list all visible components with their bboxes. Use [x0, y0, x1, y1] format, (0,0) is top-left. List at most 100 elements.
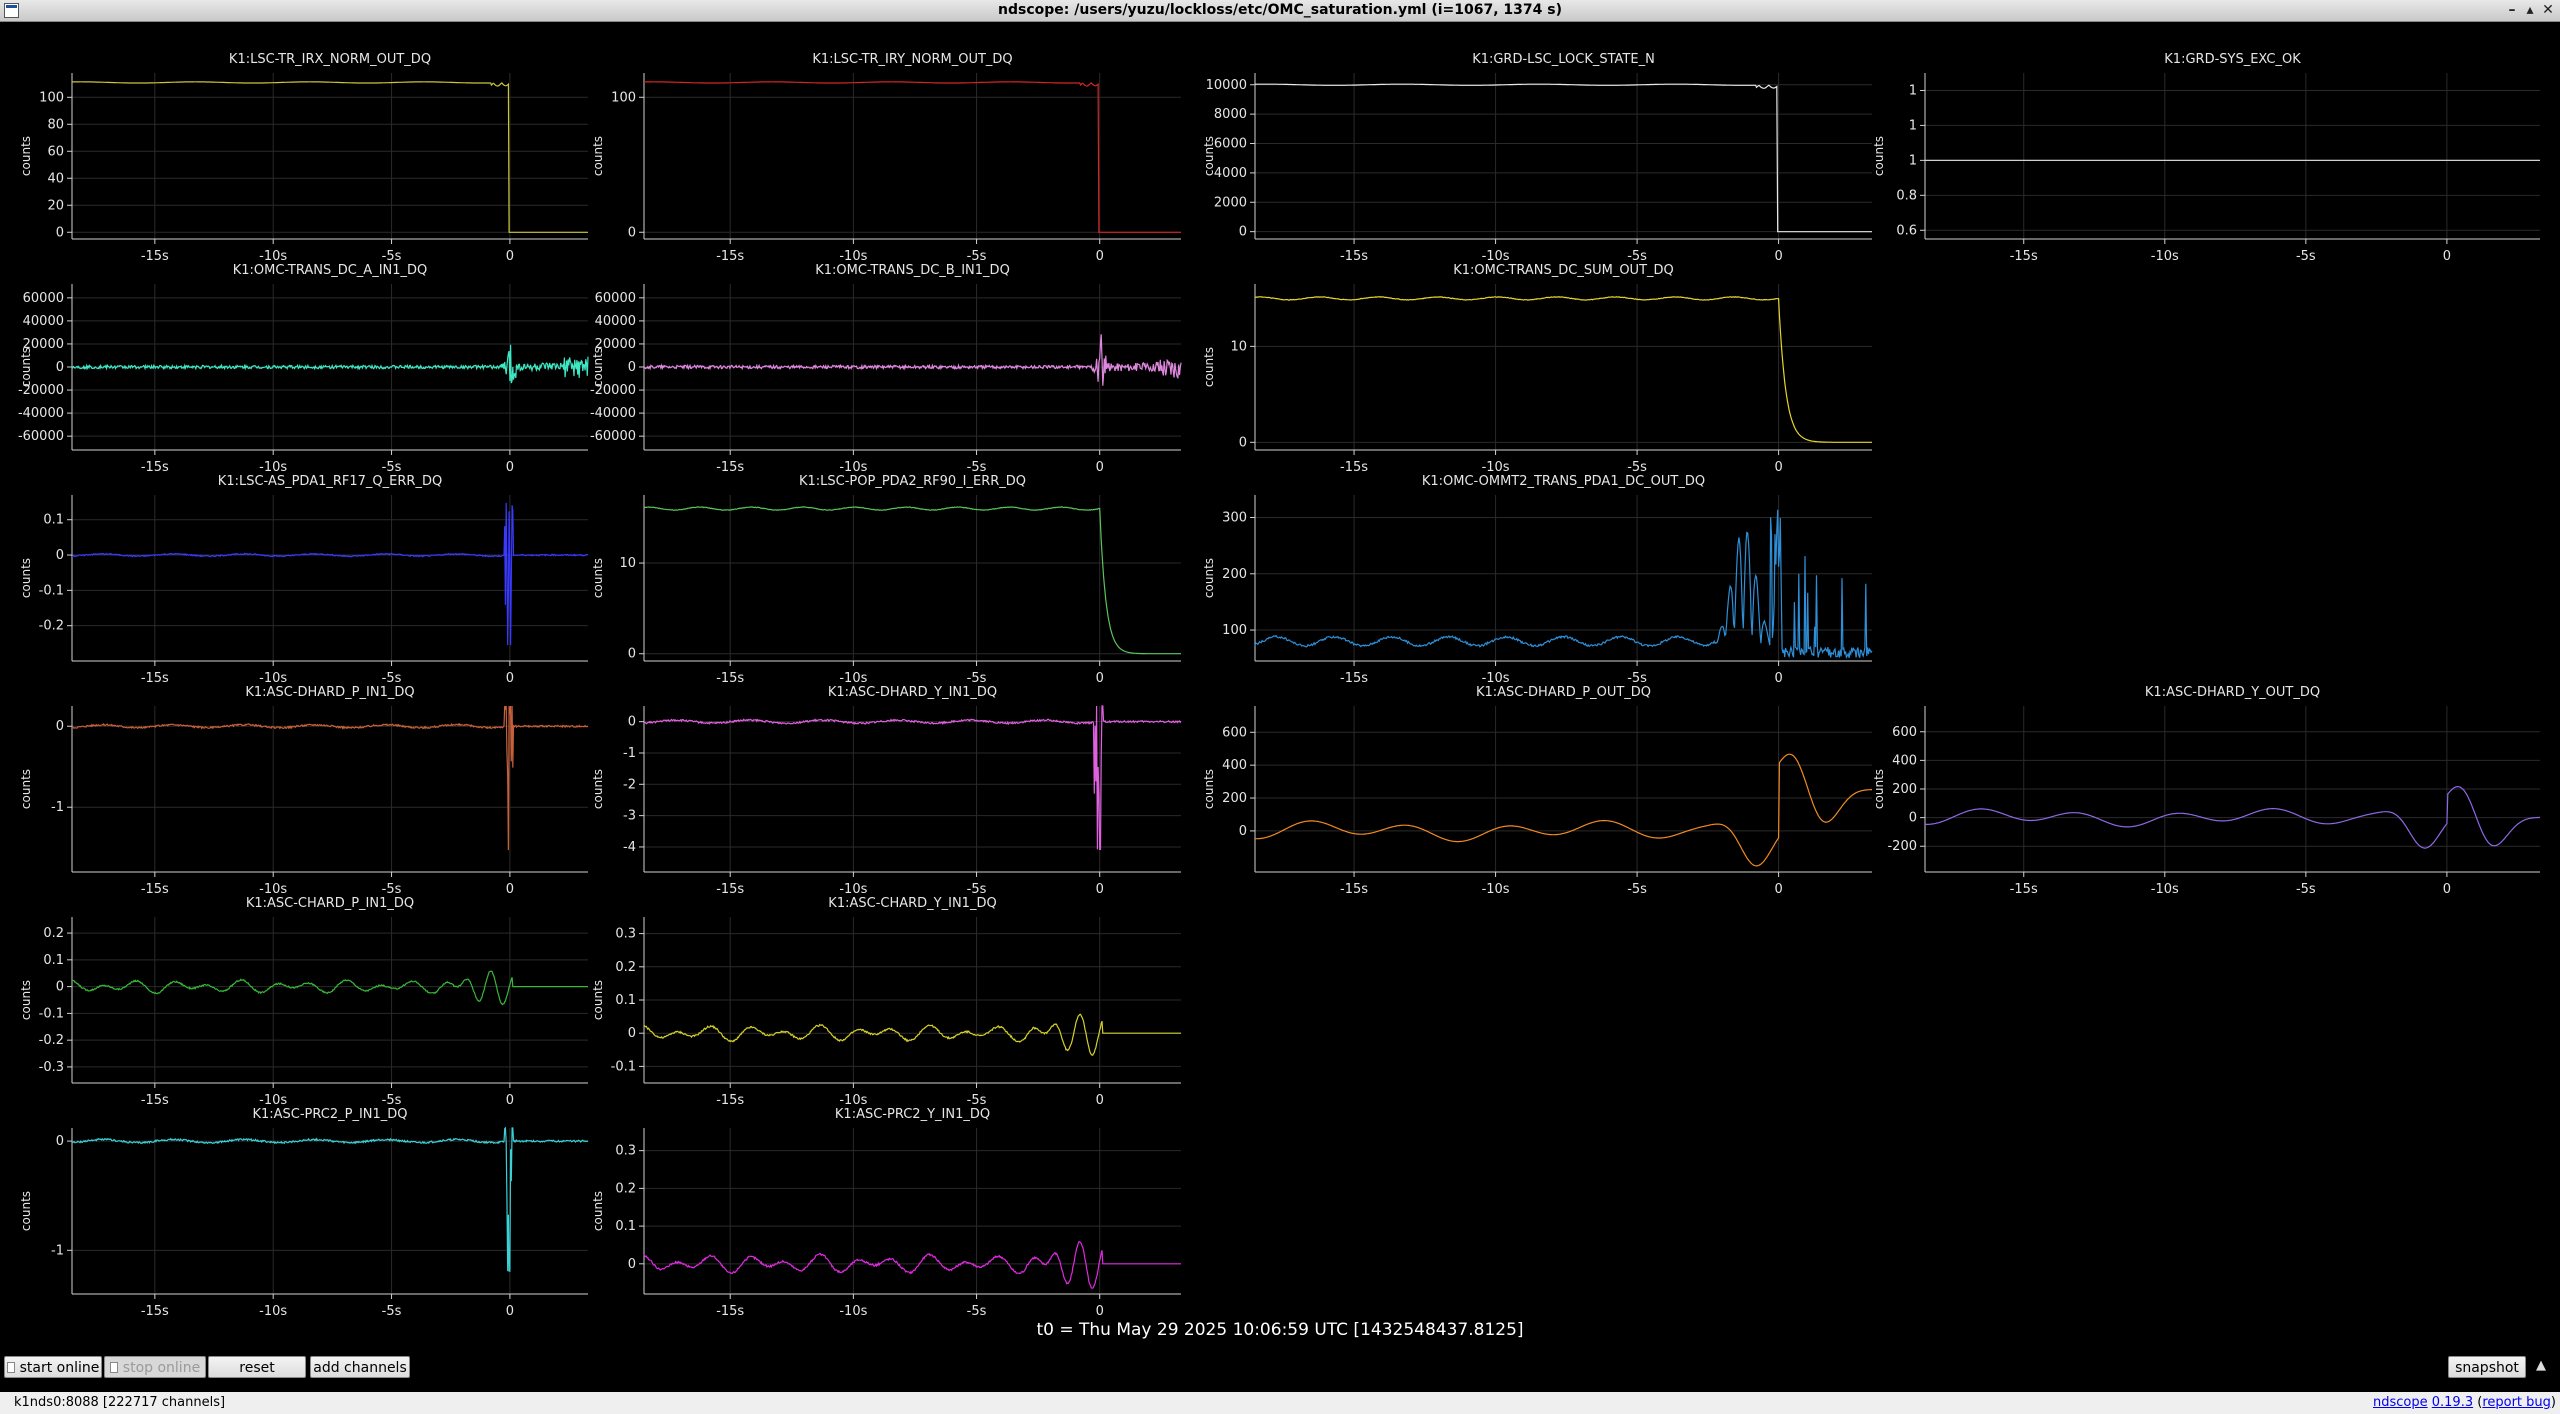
y-tick-label: 0 — [56, 719, 64, 734]
trace-line — [643, 1013, 1181, 1056]
trace-line — [1255, 753, 1872, 867]
y-axis-label: counts — [1872, 136, 1886, 176]
maximize-button[interactable]: ▴ — [2526, 2, 2534, 18]
x-tick-label: -5s — [382, 1304, 402, 1319]
trace-line — [71, 344, 589, 384]
server-status: k1nds0:8088 [222717 channels] — [14, 1395, 226, 1410]
y-tick-label: 100 — [39, 90, 64, 105]
x-tick-label: -5s — [382, 249, 402, 264]
x-tick-label: -5s — [382, 882, 402, 897]
y-tick-label: 20000 — [595, 337, 636, 352]
x-tick-label: 0 — [2443, 882, 2451, 897]
x-tick-label: -10s — [259, 1304, 287, 1319]
x-tick-label: -5s — [382, 671, 402, 686]
x-tick-label: -15s — [716, 1304, 744, 1319]
status-bar: k1nds0:8088 [222717 channels] ndscope 0.… — [0, 1392, 2560, 1414]
start-online-button[interactable]: start online — [4, 1356, 102, 1378]
y-tick-label: 100 — [611, 90, 636, 105]
play-icon — [6, 1362, 15, 1373]
y-tick-label: 200 — [1892, 782, 1917, 797]
x-tick-label: -10s — [259, 882, 287, 897]
x-tick-label: 0 — [1096, 671, 1104, 686]
plot-title: K1:OMC-TRANS_DC_A_IN1_DQ — [233, 263, 428, 278]
y-tick-label: 0.1 — [615, 993, 636, 1008]
y-axis-label: counts — [19, 769, 33, 809]
app-icon — [4, 3, 19, 18]
y-tick-label: 40 — [47, 171, 64, 186]
collapse-toggle[interactable]: ▲ — [2536, 1358, 2546, 1373]
trace-line — [643, 506, 1181, 655]
y-tick-label: 10 — [1230, 339, 1247, 354]
trace-line — [72, 81, 588, 233]
y-tick-label: 0 — [1239, 225, 1247, 240]
x-tick-label: 0 — [1096, 882, 1104, 897]
y-tick-label: 200 — [1222, 567, 1247, 582]
x-tick-label: -10s — [1482, 671, 1510, 686]
window-titlebar: ndscope: /users/yuzu/lockloss/etc/OMC_sa… — [0, 0, 2560, 22]
x-tick-label: 0 — [2443, 249, 2451, 264]
x-tick-label: -15s — [716, 249, 744, 264]
x-tick-label: -10s — [839, 460, 867, 475]
add-channels-button[interactable]: add channels — [310, 1356, 410, 1378]
x-tick-label: -10s — [259, 1093, 287, 1108]
x-tick-label: -15s — [2010, 882, 2038, 897]
x-tick-label: -5s — [382, 1093, 402, 1108]
reset-button[interactable]: reset — [208, 1356, 306, 1378]
y-tick-label: 0 — [56, 1134, 64, 1149]
x-tick-label: -10s — [259, 460, 287, 475]
y-tick-label: 20 — [47, 198, 64, 213]
x-tick-label: 0 — [1096, 1093, 1104, 1108]
y-tick-label: 4000 — [1214, 166, 1247, 181]
y-tick-label: 0.8 — [1896, 188, 1917, 203]
y-tick-label: 1 — [1909, 118, 1917, 133]
y-axis-label: counts — [19, 347, 33, 387]
close-button[interactable]: ✕ — [2542, 2, 2554, 18]
y-tick-label: -0.3 — [39, 1060, 64, 1075]
plot-title: K1:LSC-AS_PDA1_RF17_Q_ERR_DQ — [218, 474, 442, 489]
y-tick-label: 0 — [1909, 811, 1917, 826]
report-bug-link[interactable]: report bug — [2482, 1395, 2551, 1410]
snapshot-button[interactable]: snapshot — [2448, 1356, 2526, 1378]
trace-line — [643, 705, 1182, 850]
x-tick-label: -5s — [967, 882, 987, 897]
y-tick-label: 200 — [1222, 791, 1247, 806]
minimize-button[interactable]: – — [2508, 2, 2516, 18]
y-tick-label: 0 — [628, 715, 636, 730]
stop-online-button[interactable]: stop online — [104, 1356, 206, 1378]
x-tick-label: 0 — [506, 671, 514, 686]
x-tick-label: -15s — [2010, 249, 2038, 264]
x-tick-label: -10s — [259, 249, 287, 264]
x-tick-label: -5s — [967, 1093, 987, 1108]
y-tick-label: 10000 — [1206, 78, 1247, 93]
y-tick-label: -0.1 — [39, 1006, 64, 1021]
y-axis-label: counts — [591, 1191, 605, 1231]
trace-line — [1925, 786, 2541, 849]
y-tick-label: 0 — [628, 647, 636, 662]
trace-line — [71, 502, 589, 646]
x-tick-label: 0 — [1096, 460, 1104, 475]
y-tick-label: 60000 — [595, 291, 636, 306]
x-tick-label: 0 — [1774, 671, 1782, 686]
y-tick-label: 300 — [1222, 511, 1247, 526]
x-tick-label: -15s — [141, 671, 169, 686]
y-tick-label: 0.1 — [43, 513, 64, 528]
version-link[interactable]: 0.19.3 — [2431, 1395, 2474, 1410]
t0-label: t0 = Thu May 29 2025 10:06:59 UTC [14325… — [1036, 1320, 1524, 1340]
x-tick-label: -15s — [141, 1304, 169, 1319]
y-tick-label: 0.3 — [615, 927, 636, 942]
x-tick-label: 0 — [506, 460, 514, 475]
x-tick-label: -15s — [1340, 882, 1368, 897]
y-tick-label: 0.2 — [615, 960, 636, 975]
ndscope-link[interactable]: ndscope — [2372, 1395, 2428, 1410]
x-tick-label: -10s — [839, 882, 867, 897]
y-tick-label: -40000 — [590, 406, 636, 421]
plot-title: K1:ASC-DHARD_P_IN1_DQ — [245, 685, 414, 700]
